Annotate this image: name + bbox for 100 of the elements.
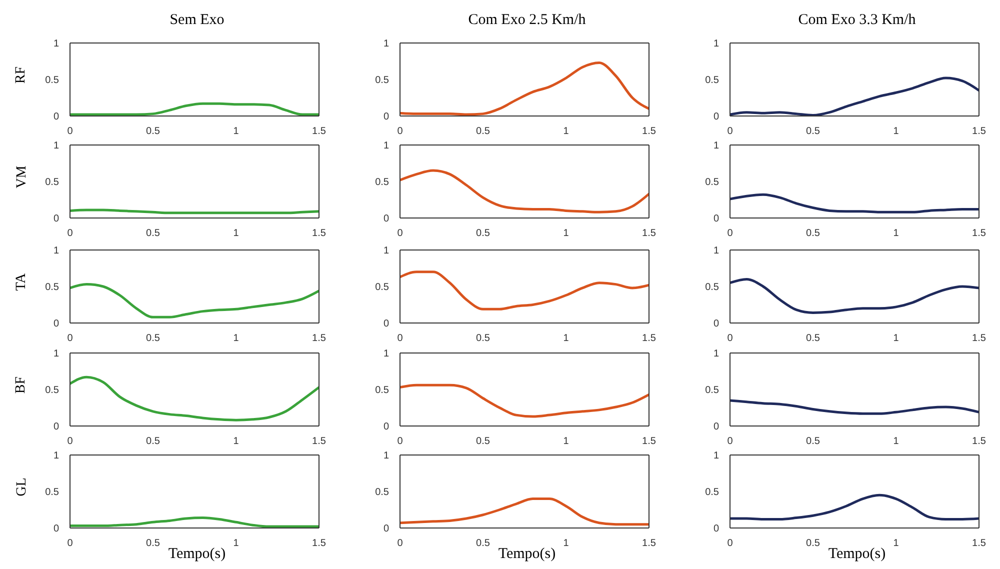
x-tick-label: 0.5 xyxy=(146,126,160,138)
x-tick-label: 1 xyxy=(563,228,570,240)
y-tick-label: 0 xyxy=(713,524,720,535)
y-tick-label: 0.5 xyxy=(375,75,390,86)
x-axis-title: Tempo(s) xyxy=(168,546,226,562)
y-tick-label: 0.5 xyxy=(45,385,60,396)
y-tick-label: 0.5 xyxy=(45,487,60,498)
x-tick-label: 0.5 xyxy=(476,228,490,240)
x-tick-label: 1.5 xyxy=(642,228,656,240)
x-tick-label: 0 xyxy=(67,436,74,448)
x-tick-label: 0 xyxy=(67,228,74,240)
chart-title: Com Exo 2.5 Km/h xyxy=(467,12,587,29)
x-axis-title: Tempo(s) xyxy=(828,546,886,562)
y-tick-label: 1 xyxy=(713,348,720,360)
y-tick-label: 1 xyxy=(383,450,390,462)
y-tick-label: 1 xyxy=(713,140,720,152)
x-tick-label: 0 xyxy=(397,436,404,448)
y-tick-label: 0.5 xyxy=(45,75,60,86)
x-tick-label: 1.5 xyxy=(312,333,326,344)
y-tick-label: 0 xyxy=(383,422,390,433)
y-tick-label: 1 xyxy=(713,246,720,257)
x-tick-label: 1 xyxy=(233,228,240,240)
x-tick-label: 0.5 xyxy=(806,538,820,550)
x-tick-label: 1.5 xyxy=(642,538,656,550)
y-tick-label: 0.5 xyxy=(45,177,60,188)
x-tick-label: 0.5 xyxy=(806,228,820,240)
x-tick-label: 0.5 xyxy=(476,436,490,448)
y-axis-title: TA xyxy=(14,273,30,291)
x-tick-label: 1.5 xyxy=(972,228,986,240)
y-tick-label: 0 xyxy=(713,214,720,225)
y-tick-label: 0.5 xyxy=(705,75,720,86)
x-tick-label: 0.5 xyxy=(476,126,490,138)
y-tick-label: 1 xyxy=(713,450,720,462)
x-tick-label: 1.5 xyxy=(972,333,986,344)
y-axis-title: RF xyxy=(14,66,30,84)
x-tick-label: 1 xyxy=(893,126,900,138)
chart-title: Sem Exo xyxy=(168,12,226,29)
x-tick-label: 1.5 xyxy=(972,126,986,138)
y-tick-label: 0 xyxy=(383,524,390,535)
x-tick-label: 0 xyxy=(67,538,74,550)
y-tick-label: 1 xyxy=(53,348,60,360)
y-tick-label: 0 xyxy=(713,112,720,123)
line-series xyxy=(70,376,319,422)
x-tick-label: 1.5 xyxy=(312,228,326,240)
line-series xyxy=(730,494,979,520)
y-tick-label: 0 xyxy=(53,318,60,330)
x-tick-label: 1 xyxy=(893,436,900,448)
line-series xyxy=(400,270,649,310)
y-tick-label: 0.5 xyxy=(45,282,60,294)
x-tick-label: 1.5 xyxy=(312,538,326,550)
y-tick-label: 0 xyxy=(53,112,60,123)
line-series xyxy=(730,399,979,415)
x-tick-label: 0 xyxy=(727,538,734,550)
x-tick-label: 0.5 xyxy=(806,333,820,344)
y-tick-label: 1 xyxy=(383,246,390,257)
x-tick-label: 1.5 xyxy=(312,436,326,448)
x-tick-label: 0 xyxy=(727,228,734,240)
x-axis-title: Tempo(s) xyxy=(498,546,556,562)
x-tick-label: 1.5 xyxy=(642,333,656,344)
x-tick-label: 1 xyxy=(233,538,240,550)
x-tick-label: 1 xyxy=(233,333,240,344)
x-tick-label: 0.5 xyxy=(146,436,160,448)
line-series xyxy=(730,278,979,314)
line-series xyxy=(400,384,649,418)
y-axis-title: GL xyxy=(14,478,30,496)
y-tick-label: 0.5 xyxy=(375,282,390,294)
x-tick-label: 0 xyxy=(397,538,404,550)
x-tick-label: 1 xyxy=(563,436,570,448)
x-tick-label: 1 xyxy=(893,333,900,344)
y-tick-label: 0.5 xyxy=(375,487,390,498)
x-tick-label: 0.5 xyxy=(806,126,820,138)
x-tick-label: 0.5 xyxy=(146,228,160,240)
y-tick-label: 0 xyxy=(383,318,390,330)
x-tick-label: 1 xyxy=(563,538,570,550)
x-tick-label: 1 xyxy=(233,436,240,448)
y-tick-label: 0 xyxy=(713,422,720,433)
x-tick-label: 0.5 xyxy=(146,538,160,550)
y-tick-label: 1 xyxy=(383,140,390,152)
x-tick-label: 1 xyxy=(563,126,570,138)
y-axis-title: BF xyxy=(14,376,30,394)
x-tick-label: 0 xyxy=(67,333,74,344)
x-tick-label: 0 xyxy=(727,126,734,138)
line-series xyxy=(70,283,319,318)
x-tick-label: 0.5 xyxy=(476,538,490,550)
line-series xyxy=(400,498,649,526)
x-tick-label: 0 xyxy=(67,126,74,138)
y-tick-label: 0.5 xyxy=(705,282,720,294)
x-tick-label: 0 xyxy=(397,126,404,138)
y-tick-label: 1 xyxy=(53,140,60,152)
x-tick-label: 1 xyxy=(893,538,900,550)
y-tick-label: 0 xyxy=(53,422,60,433)
y-axis-title: VM xyxy=(14,166,30,188)
x-tick-label: 1.5 xyxy=(972,538,986,550)
x-tick-label: 0 xyxy=(397,333,404,344)
y-tick-label: 0.5 xyxy=(705,177,720,188)
y-tick-label: 1 xyxy=(53,38,60,50)
y-tick-label: 1 xyxy=(53,246,60,257)
y-tick-label: 1 xyxy=(383,348,390,360)
y-tick-label: 0 xyxy=(713,318,720,330)
y-tick-label: 0 xyxy=(383,214,390,225)
